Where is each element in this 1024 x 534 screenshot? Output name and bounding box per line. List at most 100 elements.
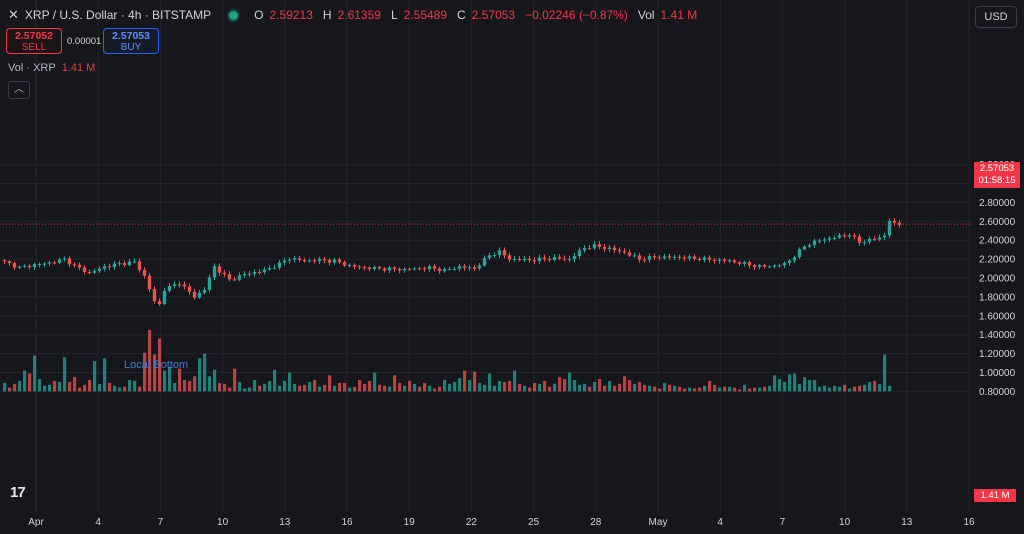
volume-bar <box>173 382 177 392</box>
candle-body <box>847 235 852 237</box>
candle-body <box>677 256 682 258</box>
volume-bar <box>13 383 17 392</box>
volume-bar <box>78 387 82 392</box>
y-tick-label: 2.00000 <box>979 274 1016 285</box>
volume-bar <box>713 384 717 392</box>
candle-body <box>297 258 302 260</box>
candle-body <box>567 258 572 260</box>
sell-label: SELL <box>21 42 47 53</box>
candle-body <box>647 256 652 260</box>
volume-bar <box>698 387 702 392</box>
candle-body <box>407 268 412 270</box>
currency-button[interactable]: USD <box>975 6 1017 28</box>
volume-bar <box>463 370 467 392</box>
volume-bar <box>98 383 102 392</box>
candle-body <box>762 265 767 267</box>
volume-bar <box>503 381 507 392</box>
time-axis[interactable]: Apr 4 7 10 13 16 19 22 25 28 May 4 7 10 13 16 <box>28 517 975 528</box>
volume-bar <box>138 386 142 392</box>
candle-body <box>487 255 492 259</box>
candle-body <box>587 248 592 250</box>
candle-body <box>752 265 757 267</box>
buy-price: 2.57053 <box>112 30 150 42</box>
candle-body <box>152 289 157 302</box>
candle-body <box>707 257 712 260</box>
candle-body <box>852 235 857 237</box>
high-label: H <box>322 8 332 22</box>
candle-body <box>667 256 672 258</box>
volume-bar <box>808 380 812 392</box>
volume-bar <box>168 366 172 392</box>
volume-legend[interactable]: Vol · XRP 1.41 M <box>8 62 95 74</box>
candle-body <box>532 260 537 262</box>
candle-body <box>122 263 127 266</box>
volume-legend-value: 1.41 M <box>61 62 96 74</box>
symbol-title[interactable]: XRP / U.S. Dollar · 4h · BITSTAMP <box>24 8 212 22</box>
buy-button[interactable]: 2.57053 BUY <box>103 28 159 54</box>
candle-body <box>747 262 752 266</box>
candle-body <box>342 262 347 266</box>
volume-bar <box>228 387 232 392</box>
volume-bar <box>288 372 292 392</box>
candle-body <box>117 263 122 265</box>
volume-bar <box>443 380 447 392</box>
price-axis[interactable]: 3.200003.000002.800002.600002.400002.200… <box>979 160 1016 398</box>
candle-body <box>322 258 327 261</box>
volume-bar <box>823 385 827 392</box>
candle-body <box>527 258 532 261</box>
candle-body <box>557 256 562 259</box>
volume-bar <box>153 354 157 392</box>
candle-body <box>842 235 847 237</box>
sell-button[interactable]: 2.57052 SELL <box>6 28 62 54</box>
local-bottom-annotation[interactable]: Local Bottom <box>124 359 189 371</box>
volume-bar <box>428 385 432 392</box>
volume-bar <box>623 376 627 392</box>
candle-body <box>702 257 707 261</box>
candle-body <box>422 268 427 270</box>
candle-body <box>102 266 107 269</box>
volume-bar <box>633 383 637 392</box>
candle-body <box>27 265 32 268</box>
tradingview-logo-icon[interactable]: 17 <box>10 484 26 501</box>
candle-body <box>472 267 477 269</box>
volume-bar <box>798 383 802 392</box>
volume-bar <box>123 386 127 392</box>
candle-body <box>42 263 47 265</box>
candle-body <box>837 235 842 238</box>
volume-bars <box>3 329 892 392</box>
candle-body <box>192 291 197 298</box>
volume-bar <box>543 381 547 392</box>
candle-body <box>687 256 692 259</box>
volume-bar <box>103 358 107 392</box>
candle-body <box>2 260 7 262</box>
volume-bar <box>738 389 742 392</box>
volume-bar <box>528 387 532 392</box>
volume-bar <box>133 381 137 392</box>
volume-bar <box>608 381 612 392</box>
candle-body <box>772 265 777 267</box>
candle-body <box>637 255 642 260</box>
candle-body <box>287 259 292 261</box>
candle-body <box>552 256 557 260</box>
volume-bar <box>538 383 542 392</box>
chevron-up-icon[interactable]: ︿ <box>8 81 30 99</box>
candle-body <box>92 271 97 273</box>
candle-body <box>437 268 442 272</box>
close-icon[interactable]: ✕ <box>8 7 19 22</box>
volume-bar <box>278 385 282 392</box>
candle-body <box>467 267 472 269</box>
volume-bar <box>333 385 337 392</box>
candle-body <box>492 254 497 256</box>
last-price-value: 2.57053 <box>979 163 1015 174</box>
candle-body <box>767 266 772 268</box>
volume-bar <box>498 381 502 392</box>
volume-bar <box>748 388 752 392</box>
candle-body <box>307 260 312 262</box>
volume-bar <box>878 383 882 392</box>
candle-body <box>392 267 397 269</box>
candle-body <box>867 238 872 243</box>
candle-body <box>232 279 237 281</box>
volume-bar <box>188 381 192 392</box>
volume-bar <box>708 381 712 392</box>
